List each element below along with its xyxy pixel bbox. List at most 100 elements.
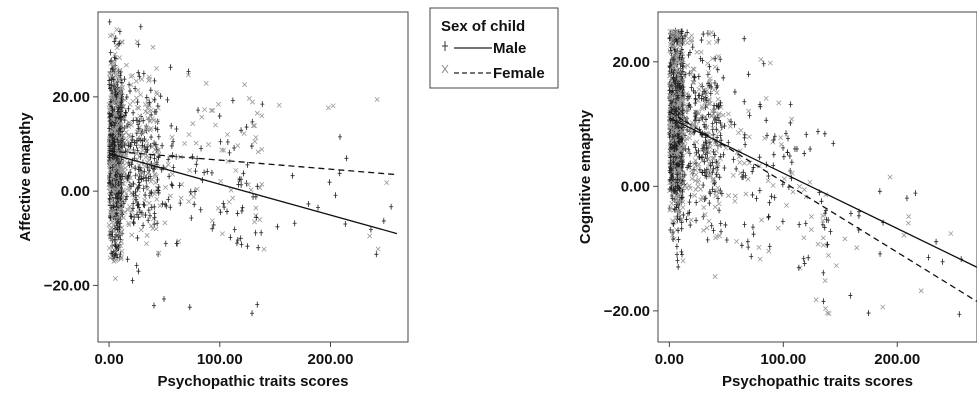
point-male [680,124,685,131]
point-female [686,183,692,189]
point-male [108,214,113,221]
point-female [117,231,123,237]
point-male [112,54,117,61]
point-female [667,72,673,78]
point-female [259,181,265,187]
point-female [670,180,676,186]
point-male [668,154,673,161]
point-female [695,179,701,185]
point-female [235,143,241,149]
point-female [113,258,119,264]
point-female [139,213,145,219]
fit-line-female [109,150,397,176]
point-female [706,149,712,155]
point-male [374,251,379,258]
point-male [127,88,132,95]
panel-cognitive: 0.00 100.00 200.00 −20.00 0.00 20.00 Psychopat… [577,11,977,390]
point-female [215,205,221,211]
point-male [123,196,128,203]
point-male [292,220,297,227]
point-male [156,133,161,140]
point-male [672,206,677,213]
point-male [109,82,114,89]
point-female [151,97,157,103]
point-male [239,127,244,134]
point-female [820,242,826,248]
point-female [679,217,685,223]
point-female [673,34,679,40]
point-female [758,56,764,62]
point-female [325,105,331,111]
point-female [119,181,125,187]
point-female [199,114,205,120]
point-male [137,204,142,211]
point-male [160,200,165,207]
point-male [719,124,724,131]
point-male [235,210,240,217]
point-male [113,243,118,250]
point-female [745,176,751,182]
point-female [186,198,192,204]
x-tick-label: 100.00 [197,351,243,368]
point-female [144,127,150,133]
point-female [151,151,157,157]
point-female [110,172,116,178]
point-female [126,123,132,129]
point-female [191,194,197,200]
point-female [210,107,216,113]
point-female [797,184,803,189]
y-axis-title: Cognitive emapthy [577,109,594,244]
point-female [111,200,117,206]
point-male [131,219,136,226]
x-tick-label: 100.00 [760,351,806,368]
point-female [215,101,221,107]
point-female [677,199,683,205]
point-male [128,143,133,150]
point-male [679,56,684,63]
point-male [168,204,173,211]
point-male [135,185,140,192]
x-tick-label: 0.00 [94,351,123,368]
point-male [152,210,157,217]
point-female [801,187,807,193]
point-female [131,195,137,201]
point-female [815,241,821,247]
point-male [674,243,679,250]
point-male [675,171,680,178]
point-male [708,90,713,97]
point-male [178,200,183,207]
point-male [275,223,280,230]
point-male [117,40,122,47]
point-female [678,168,684,174]
point-female [233,167,239,173]
x-tick-label: 200.00 [308,351,354,368]
point-male [249,143,254,150]
point-female [117,199,123,205]
point-male [238,176,243,183]
point-male [714,84,719,91]
point-male [680,68,685,75]
point-male [684,216,689,223]
point-female [112,168,118,174]
point-male [259,229,264,236]
point-male [819,198,824,205]
point-female [111,158,116,164]
point-male [152,96,157,103]
point-male [831,140,836,147]
point-female [675,167,681,173]
point-male [113,171,118,178]
point-male [693,89,698,96]
point-male [141,117,146,124]
point-female [110,59,116,65]
point-female [807,179,813,185]
point-male [109,250,114,257]
point-male [711,227,716,234]
point-female [138,92,144,98]
point-male [198,206,203,213]
point-male [765,132,770,139]
point-male [694,110,699,117]
point-female [125,207,131,213]
point-female [706,97,712,103]
point-female [711,87,717,93]
point-female [142,184,148,190]
